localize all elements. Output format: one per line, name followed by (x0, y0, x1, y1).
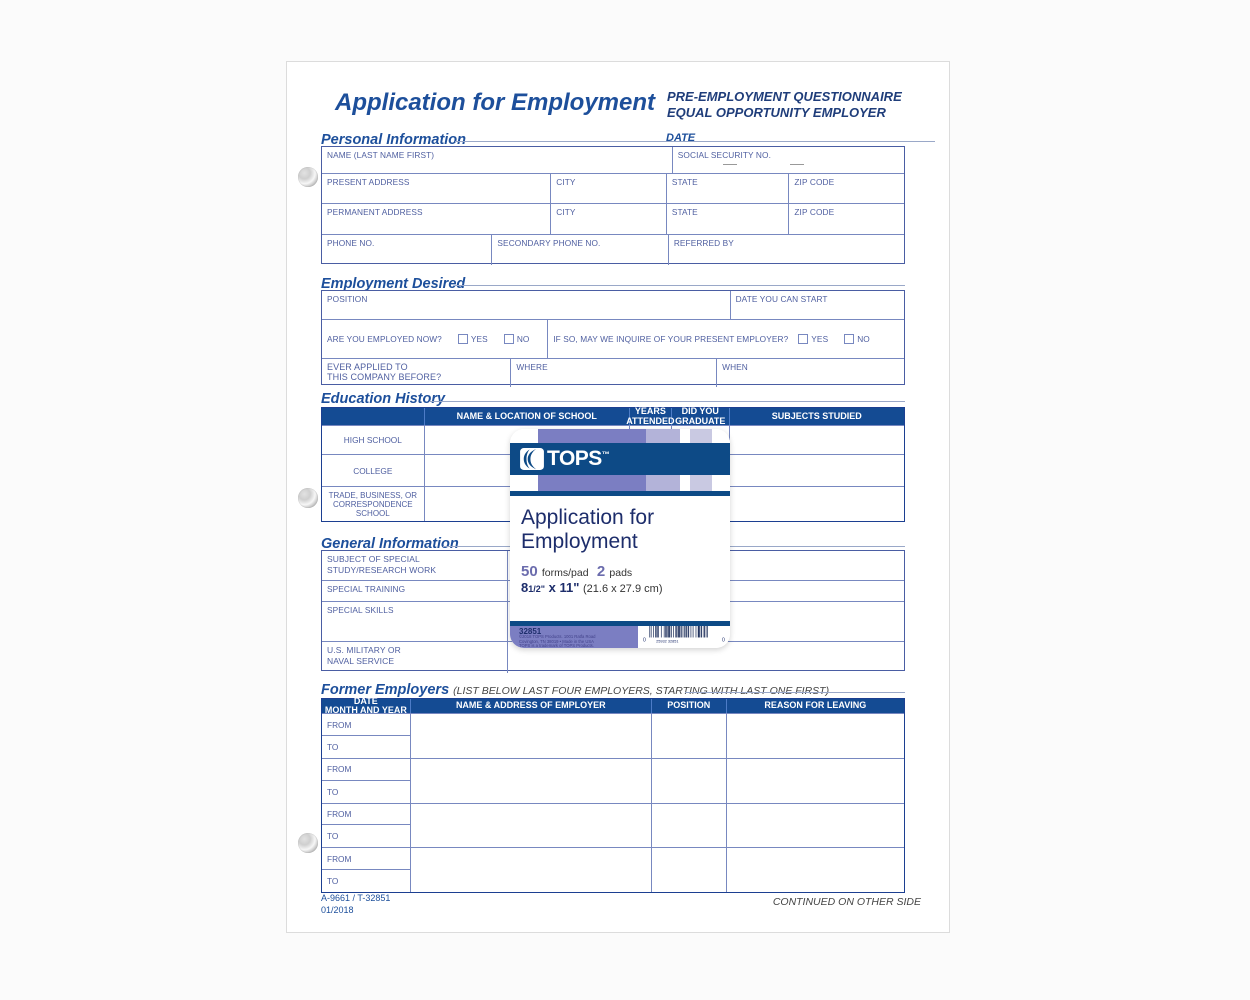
svg-text:25932 32851: 25932 32851 (656, 640, 678, 644)
svg-text:0: 0 (643, 637, 646, 643)
svg-text:0: 0 (722, 637, 725, 643)
